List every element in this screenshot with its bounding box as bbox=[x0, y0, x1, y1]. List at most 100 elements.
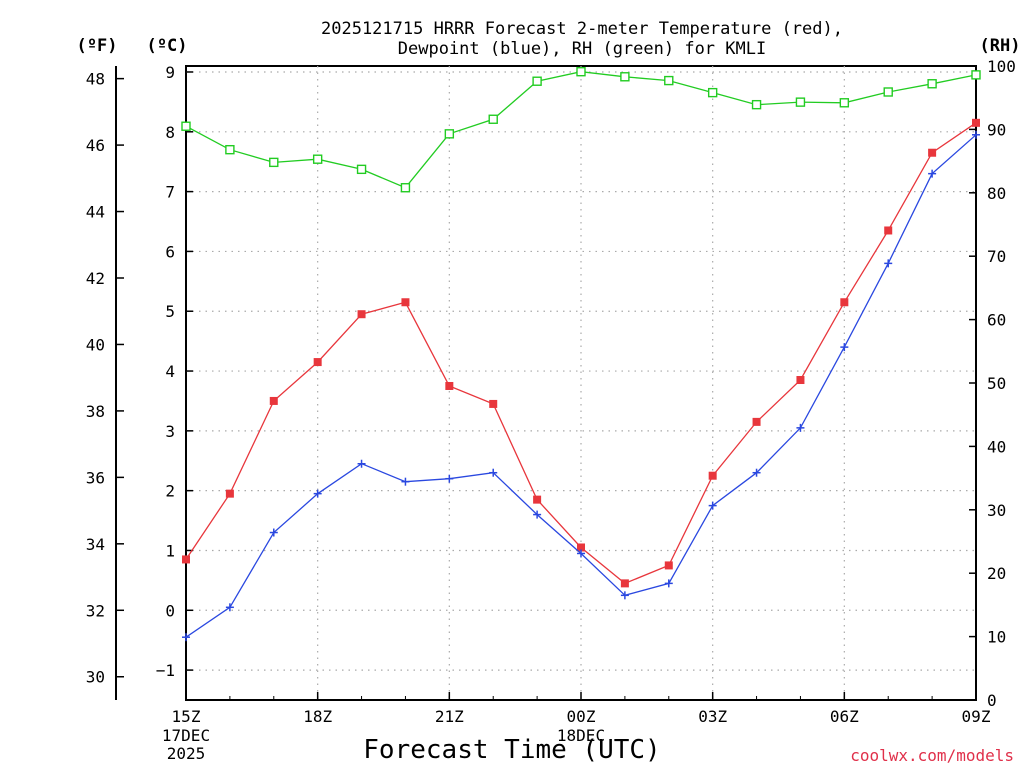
dewpoint-point bbox=[972, 130, 980, 139]
rh-point bbox=[576, 67, 586, 77]
rh-point bbox=[400, 183, 411, 193]
x-tick-label: 00Z bbox=[567, 707, 596, 726]
dewpoint-point bbox=[489, 468, 498, 477]
temperature-point bbox=[401, 298, 410, 307]
temperature-point bbox=[972, 118, 980, 127]
fahrenheit-tick-label: 38 bbox=[86, 402, 105, 421]
rh-tick-label: 30 bbox=[987, 501, 1006, 520]
rh-point bbox=[707, 87, 718, 98]
dewpoint-point bbox=[577, 549, 585, 558]
dewpoint-point bbox=[401, 477, 410, 486]
rh-point bbox=[927, 79, 937, 89]
x-tick-label: 09Z bbox=[962, 707, 991, 726]
x-tick-sublabel: 18DEC bbox=[557, 726, 605, 745]
fahrenheit-tick-label: 42 bbox=[86, 269, 105, 288]
rh-point bbox=[664, 75, 674, 86]
rh-point bbox=[488, 114, 498, 124]
rh-tick-label: 10 bbox=[987, 628, 1006, 647]
celsius-tick-label: 5 bbox=[165, 302, 175, 321]
celsius-tick-label: 0 bbox=[165, 601, 175, 620]
rh-tick-label: 50 bbox=[987, 374, 1006, 393]
rh-point bbox=[839, 98, 850, 108]
rh-point bbox=[225, 144, 235, 155]
temperature-point bbox=[225, 489, 234, 498]
chart-title-line1: 2025121715 HRRR Forecast 2-meter Tempera… bbox=[321, 19, 843, 39]
x-tick-label: 18Z bbox=[303, 707, 332, 726]
dewpoint-point bbox=[313, 489, 322, 498]
fahrenheit-tick-label: 30 bbox=[86, 668, 105, 687]
temperature-point bbox=[752, 417, 761, 426]
temperature-point bbox=[796, 376, 805, 385]
grid-lines bbox=[186, 66, 976, 700]
dewpoint-point bbox=[752, 468, 761, 477]
x-tick-sublabel: 2025 bbox=[167, 744, 206, 763]
dewpoint-point bbox=[620, 591, 629, 600]
dewpoint-point bbox=[269, 528, 278, 537]
temperature-point bbox=[620, 579, 629, 588]
dewpoint-point bbox=[928, 169, 937, 178]
temperature-point bbox=[840, 298, 849, 307]
dewpoint-point bbox=[664, 579, 673, 588]
fahrenheit-tick-label: 36 bbox=[86, 468, 105, 487]
celsius-tick-label: 4 bbox=[165, 362, 175, 381]
rh-tick-label: 60 bbox=[987, 311, 1006, 330]
rh-tick-label: 100 bbox=[987, 57, 1016, 76]
rh-point bbox=[312, 154, 323, 164]
temperature-point bbox=[664, 561, 673, 570]
rh-point bbox=[620, 72, 630, 82]
temperature-point bbox=[313, 358, 322, 367]
rh-point bbox=[269, 157, 279, 168]
fahrenheit-tick-label: 34 bbox=[86, 535, 105, 554]
dewpoint-point bbox=[796, 423, 805, 432]
dewpoint-point bbox=[884, 259, 893, 268]
rh-point bbox=[356, 164, 367, 175]
axis-ticks: −101234567893032343638404244464801020304… bbox=[86, 57, 1016, 763]
data-series bbox=[181, 67, 981, 642]
fahrenheit-unit-label: (ºF) bbox=[77, 36, 118, 56]
fahrenheit-tick-label: 32 bbox=[86, 601, 105, 620]
dewpoint-point bbox=[445, 474, 454, 483]
celsius-tick-label: −1 bbox=[156, 661, 175, 680]
temperature-point bbox=[533, 495, 542, 504]
celsius-tick-label: 9 bbox=[165, 63, 175, 82]
rh-point bbox=[751, 99, 762, 110]
rh-tick-label: 90 bbox=[987, 120, 1006, 139]
fahrenheit-tick-label: 44 bbox=[86, 203, 105, 222]
celsius-tick-label: 6 bbox=[165, 242, 175, 261]
celsius-tick-label: 7 bbox=[165, 183, 175, 202]
x-tick-label: 21Z bbox=[435, 707, 464, 726]
rh-point bbox=[532, 76, 542, 86]
rh-point bbox=[971, 70, 981, 80]
rh-tick-label: 70 bbox=[987, 247, 1006, 266]
x-tick-sublabel: 17DEC bbox=[162, 726, 210, 745]
rh-point bbox=[883, 87, 893, 97]
rh-tick-label: 40 bbox=[987, 437, 1006, 456]
dewpoint-point bbox=[840, 343, 849, 352]
fahrenheit-tick-label: 46 bbox=[86, 136, 105, 155]
dewpoint-point bbox=[357, 459, 366, 468]
x-tick-label: 15Z bbox=[172, 707, 201, 726]
plot-frame bbox=[185, 65, 977, 701]
rh-point bbox=[181, 121, 191, 131]
dewpoint-point bbox=[533, 510, 542, 519]
credit-link[interactable]: coolwx.com/models bbox=[850, 746, 1014, 765]
temperature-point bbox=[182, 555, 190, 564]
temperature-point bbox=[445, 381, 454, 390]
temperature-point bbox=[708, 471, 717, 480]
rh-point bbox=[795, 97, 806, 107]
temperature-point bbox=[928, 148, 937, 157]
rh-tick-label: 0 bbox=[987, 691, 997, 710]
dewpoint-point bbox=[225, 603, 234, 612]
chart-title-line2: Dewpoint (blue), RH (green) for KMLI bbox=[398, 39, 766, 59]
fahrenheit-tick-label: 48 bbox=[86, 70, 105, 89]
dewpoint-point bbox=[182, 633, 190, 642]
x-axis-label: Forecast Time (UTC) bbox=[363, 735, 660, 765]
rh-point bbox=[444, 129, 455, 139]
temperature-point bbox=[269, 396, 278, 405]
x-tick-label: 03Z bbox=[698, 707, 727, 726]
celsius-tick-label: 3 bbox=[165, 422, 175, 441]
temperature-point bbox=[884, 226, 893, 235]
fahrenheit-tick-label: 40 bbox=[86, 335, 105, 354]
celsius-tick-label: 1 bbox=[165, 541, 175, 560]
